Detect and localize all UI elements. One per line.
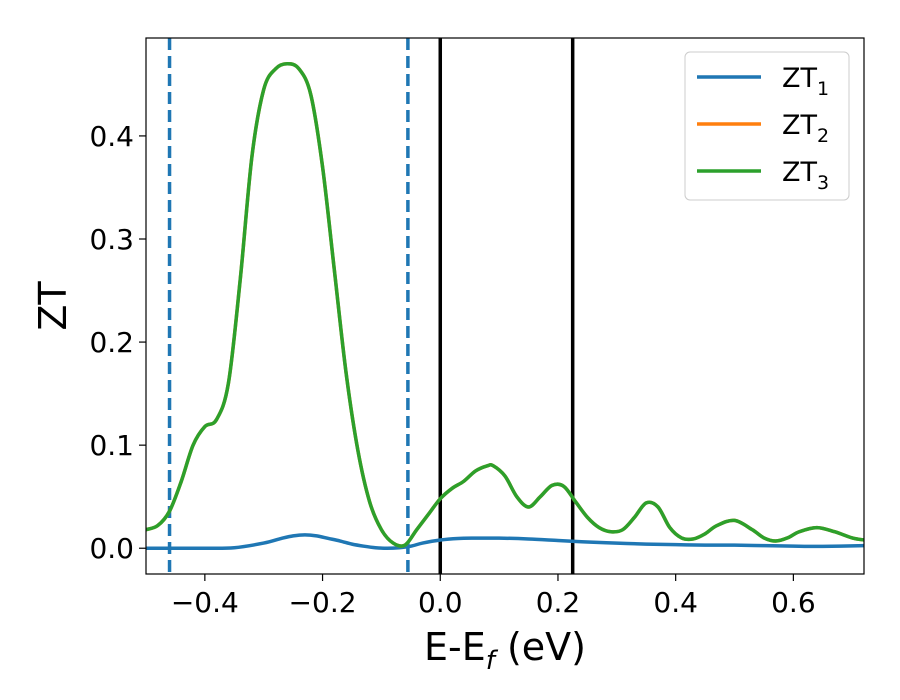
x-tick-label: 0.4	[653, 586, 698, 619]
y-tick-label: 0.2	[89, 326, 134, 359]
series-line-zt3	[146, 62, 864, 548]
vlines-layer	[167, 38, 575, 574]
legend: ZT1 ZT2 ZT3	[684, 51, 850, 201]
x-axis-label-unit: (eV)	[495, 625, 586, 669]
legend-label-zt1: ZT1	[782, 63, 829, 100]
plot-frame	[145, 37, 865, 575]
y-tick-label: 0.0	[89, 532, 134, 565]
x-tick-label: 0.0	[418, 586, 463, 619]
y-axis-label: ZT	[31, 281, 75, 331]
series-line-zt1	[146, 533, 864, 551]
series-layer	[146, 62, 864, 551]
legend-box	[684, 51, 850, 201]
y-tick-label: 0.4	[89, 120, 134, 153]
x-axis-label-main: E-E	[424, 625, 486, 669]
x-tick-label: 0.2	[536, 586, 581, 619]
y-tick-label: 0.3	[89, 223, 134, 256]
x-tick-label: −0.4	[171, 586, 239, 619]
legend-label-zt3: ZT3	[782, 157, 829, 194]
y-tick-label: 0.1	[89, 429, 134, 462]
legend-label-zt2: ZT2	[782, 110, 829, 147]
x-tick-label: −0.2	[289, 586, 357, 619]
x-axis-label: E-Ef (eV)	[424, 625, 586, 676]
ticks-layer: −0.4 −0.2 0.0 0.2 0.4 0.6 0.0 0.1 0.2 0.3 0.4	[89, 120, 815, 619]
x-tick-label: 0.6	[771, 586, 816, 619]
